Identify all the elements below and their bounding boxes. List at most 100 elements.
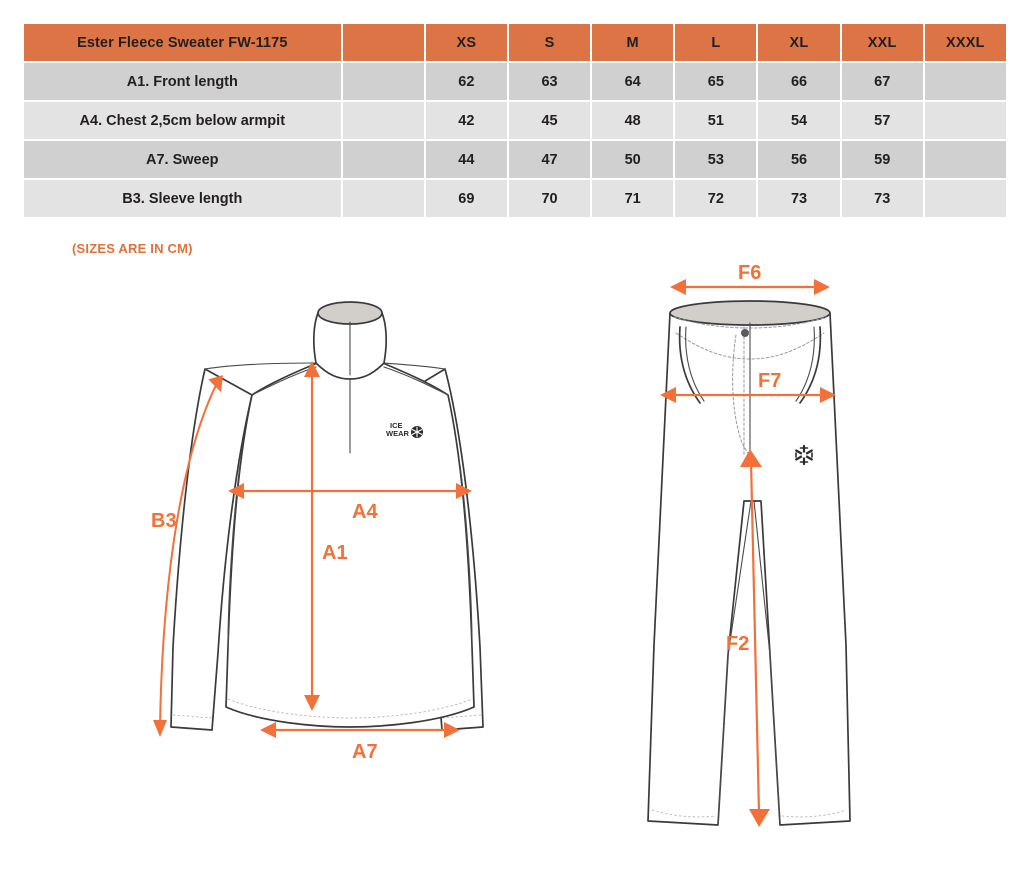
table-row: A1. Front length 62 63 64 65 66 67 (24, 63, 1006, 100)
cell-b3-l: 72 (675, 180, 757, 217)
cell-a1-xxxl (924, 63, 1006, 100)
column-header-xs: XS (425, 24, 507, 61)
measure-arrow-a1-top (304, 361, 320, 377)
measure-label-f6: F6 (738, 265, 761, 284)
sweater-right-cuff-stitch (440, 714, 482, 719)
cell-a7-xl: 56 (758, 141, 840, 178)
measure-arrow-b3-top (208, 375, 223, 393)
trousers-diagram: F6 F7 F2 (647, 265, 851, 827)
row-label-b3: B3. Sleeve length (24, 180, 341, 217)
sizes-unit-note: (SIZES ARE IN CM) (72, 241, 193, 256)
row-label-a1: A1. Front length (24, 63, 341, 100)
sweater-right-shoulder-seam (383, 366, 449, 396)
measure-arrow-a7-right (444, 722, 460, 738)
cell-a1-xxl: 67 (841, 63, 923, 100)
column-header-s: S (508, 24, 591, 61)
logo-text-wear: WEAR (386, 429, 409, 438)
product-title-cell: Ester Fleece Sweater FW-1175 (24, 24, 341, 61)
measure-line-f2 (749, 460, 761, 814)
measure-arrow-a1-bottom (304, 695, 320, 711)
measure-arrow-a7-left (260, 722, 276, 738)
cell-a4-l: 51 (675, 102, 757, 139)
cell-a7-xxxl (924, 141, 1006, 178)
spacer-cell (342, 141, 424, 178)
table-row: B3. Sleeve length 69 70 71 72 73 73 (24, 180, 1006, 217)
measure-arrow-f2-bottom (749, 809, 770, 827)
table-row: A7. Sweep 44 47 50 53 56 59 (24, 141, 1006, 178)
measure-label-b3: B3 (151, 510, 177, 532)
column-header-xxl: XXL (841, 24, 923, 61)
measure-arrow-f6-right (814, 279, 830, 295)
trousers-fly-stitch (732, 334, 750, 456)
cell-a4-xxxl (924, 102, 1006, 139)
cell-a4-m: 48 (592, 102, 674, 139)
table-body: A1. Front length 62 63 64 65 66 67 A4. C… (24, 63, 1006, 217)
sweater-left-yoke (204, 362, 317, 370)
spacer-cell (342, 180, 424, 217)
trousers-right-hem-stitch (781, 809, 847, 818)
cell-a4-xl: 54 (758, 102, 840, 139)
cell-a7-s: 47 (508, 141, 591, 178)
garment-diagrams: ICE WEAR B3 A4 A1 (0, 265, 1034, 885)
cell-a1-s: 63 (508, 63, 591, 100)
cell-a1-xl: 66 (758, 63, 840, 100)
trousers-left-inseam (717, 500, 752, 826)
row-label-a7: A7. Sweep (24, 141, 341, 178)
trousers-left-pocket (678, 326, 701, 404)
column-header-xxxl: XXXL (924, 24, 1006, 61)
cell-b3-xs: 69 (425, 180, 507, 217)
measure-arrow-f7-left (660, 387, 676, 403)
cell-b3-xxxl (924, 180, 1006, 217)
column-header-m: M (592, 24, 674, 61)
measure-arrow-f6-left (670, 279, 686, 295)
cell-a1-xs: 62 (425, 63, 507, 100)
trousers-right-inseam (753, 500, 781, 826)
trousers-outline (647, 312, 851, 826)
cell-a7-xxl: 59 (841, 141, 923, 178)
table-row: A4. Chest 2,5cm below armpit 42 45 48 51… (24, 102, 1006, 139)
row-label-a4: A4. Chest 2,5cm below armpit (24, 102, 341, 139)
cell-b3-m: 71 (592, 180, 674, 217)
spacer-cell (342, 63, 424, 100)
sweater-body (225, 360, 475, 728)
cell-a1-m: 64 (592, 63, 674, 100)
snowflake-icon (411, 426, 423, 438)
spacer-cell (342, 102, 424, 139)
measure-label-f2: F2 (726, 633, 749, 655)
cell-a1-l: 65 (675, 63, 757, 100)
cell-a7-l: 53 (675, 141, 757, 178)
table-header: Ester Fleece Sweater FW-1175 XS S M L XL… (24, 24, 1006, 61)
measure-arrow-f2-top (740, 449, 762, 467)
cell-a7-xs: 44 (425, 141, 507, 178)
measure-label-a7: A7 (352, 741, 378, 763)
cell-b3-s: 70 (508, 180, 591, 217)
ice-wear-logo: ICE WEAR (386, 421, 423, 438)
measure-line-b3 (159, 380, 219, 728)
trousers-left-hem-stitch (651, 809, 717, 818)
cell-b3-xl: 73 (758, 180, 840, 217)
sweater-left-sleeve (170, 368, 253, 731)
measure-arrow-f7-right (820, 387, 836, 403)
trousers-right-pocket (799, 326, 822, 404)
sweater-hem-stitch (227, 698, 473, 719)
measure-label-f7: F7 (758, 370, 781, 392)
sweater-diagram: ICE WEAR B3 A4 A1 (151, 301, 484, 763)
size-chart-table-container: Ester Fleece Sweater FW-1175 XS S M L XL… (24, 24, 1010, 217)
snowflake-emblem-icon (795, 444, 813, 466)
size-chart-table: Ester Fleece Sweater FW-1175 XS S M L XL… (22, 22, 1008, 219)
spacer-header-cell (342, 24, 424, 61)
measure-arrow-a4-right (456, 483, 472, 499)
cell-a7-m: 50 (592, 141, 674, 178)
trousers-waist-button (741, 329, 749, 337)
cell-a4-xs: 42 (425, 102, 507, 139)
measure-arrow-b3-bottom (153, 720, 167, 737)
measure-label-a1: A1 (322, 542, 348, 564)
cell-b3-xxl: 73 (841, 180, 923, 217)
table-header-row: Ester Fleece Sweater FW-1175 XS S M L XL… (24, 24, 1006, 61)
column-header-l: L (675, 24, 757, 61)
measure-label-a4: A4 (352, 501, 378, 523)
sweater-left-cuff-stitch (172, 714, 214, 719)
sweater-collar-opening (317, 301, 383, 325)
trousers-waistband (669, 300, 831, 326)
column-header-xl: XL (758, 24, 840, 61)
